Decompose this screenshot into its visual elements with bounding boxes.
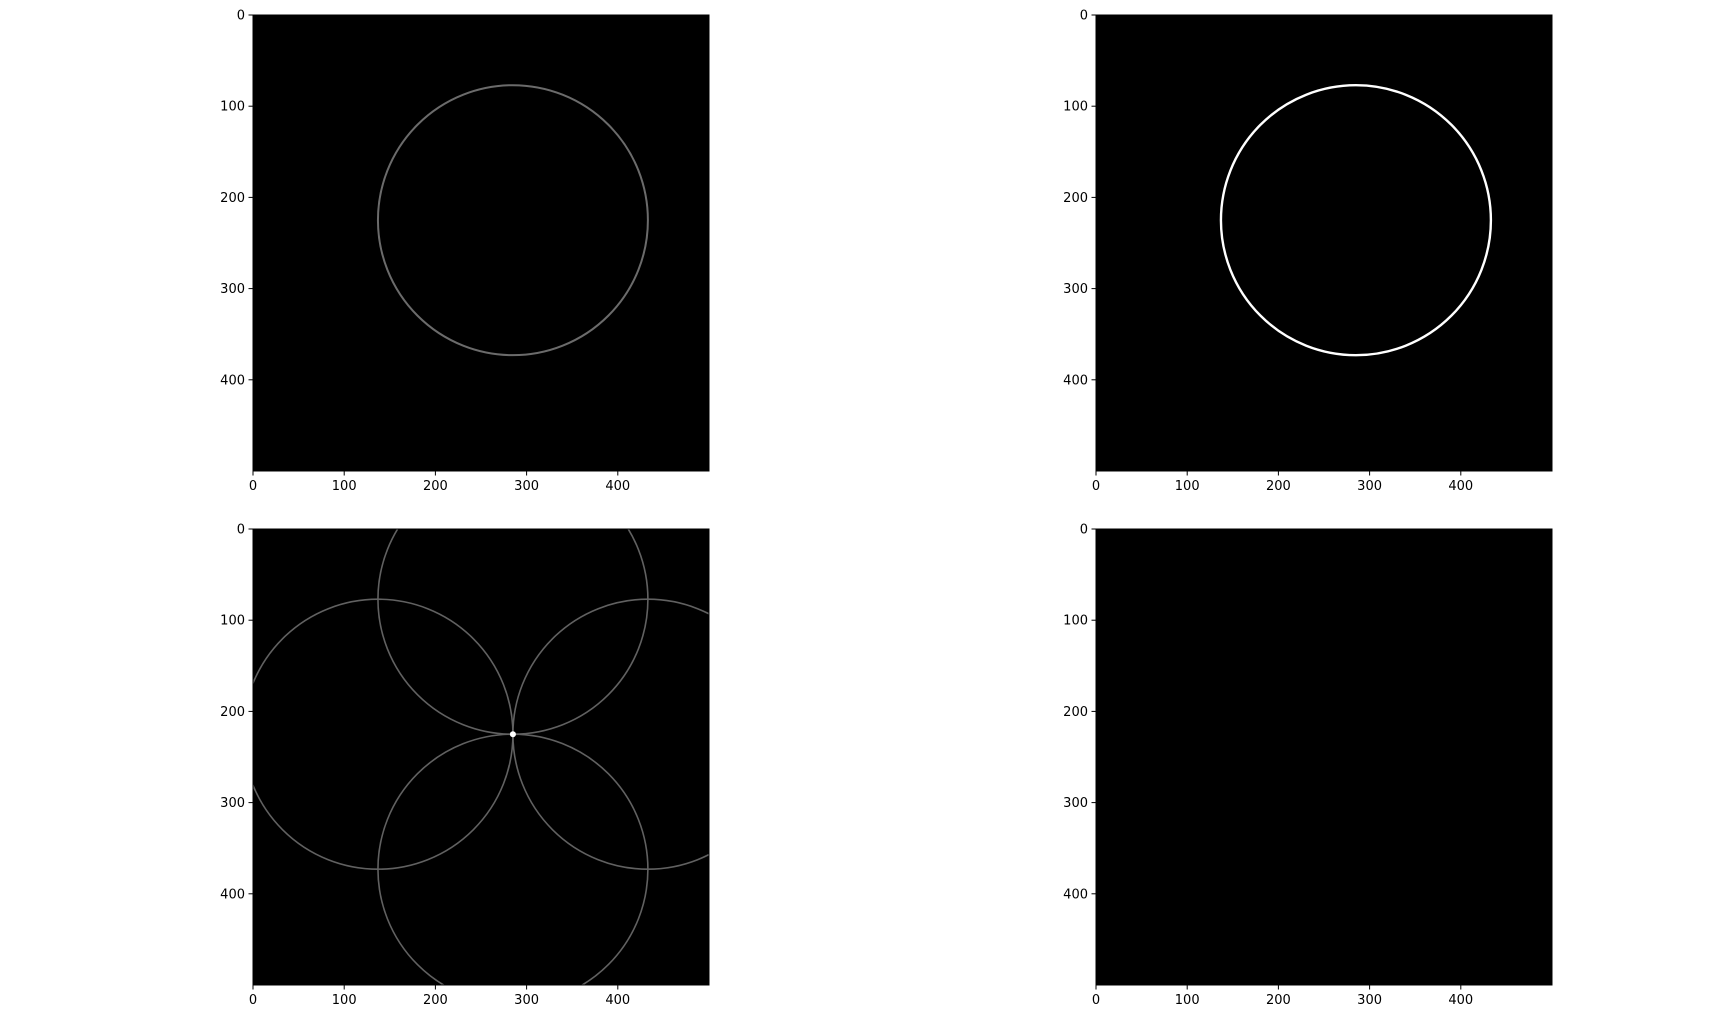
x-tick-label: 400 xyxy=(605,993,630,1008)
y-tick-label: 400 xyxy=(220,373,245,388)
y-tick-label: 200 xyxy=(1063,191,1088,206)
image-area xyxy=(253,529,709,985)
image-area xyxy=(1096,15,1552,471)
x-tick-label: 200 xyxy=(1266,479,1291,494)
x-tick-label: 0 xyxy=(1092,993,1100,1008)
x-tick-label: 100 xyxy=(332,993,357,1008)
circle-edge xyxy=(376,84,649,357)
x-tick-label: 200 xyxy=(423,993,448,1008)
x-tick-label: 0 xyxy=(249,993,257,1008)
x-tick-label: 300 xyxy=(1357,479,1382,494)
x-tick-label: 0 xyxy=(249,479,257,494)
y-tick-label: 400 xyxy=(1063,373,1088,388)
x-tick-label: 300 xyxy=(1357,993,1382,1008)
accumulator-peak xyxy=(509,731,516,738)
x-tick-label: 400 xyxy=(1448,479,1473,494)
circle-edge xyxy=(1219,84,1493,357)
panel-bottom-right: 0 100 200 300 400 0 100 200 300 400 xyxy=(1063,523,1553,1008)
axes-frame xyxy=(1095,528,1553,986)
x-tick-label: 200 xyxy=(1266,993,1291,1008)
image-content xyxy=(1219,84,1493,357)
axes-frame xyxy=(252,528,710,986)
y-tick-label: 200 xyxy=(220,705,245,720)
x-tick-label: 0 xyxy=(1092,479,1100,494)
y-tick-label: 0 xyxy=(237,9,245,24)
y-tick-label: 400 xyxy=(1063,887,1088,902)
panel-bottom-left: 0 100 200 300 400 0 100 200 300 400 xyxy=(220,523,710,1008)
y-tick-label: 300 xyxy=(1063,796,1088,811)
x-tick-label: 400 xyxy=(1448,993,1473,1008)
image-area xyxy=(1096,529,1552,985)
panel-top-left: 0 100 200 300 400 0 100 200 300 400 xyxy=(220,9,710,494)
y-tick-label: 300 xyxy=(1063,282,1088,297)
axes-frame xyxy=(1095,14,1553,472)
x-tick-label: 200 xyxy=(423,479,448,494)
y-tick-label: 0 xyxy=(237,523,245,538)
y-tick-label: 100 xyxy=(1063,614,1088,629)
image-content xyxy=(376,84,649,357)
panel-top-right: 0 100 200 300 400 0 100 200 300 400 xyxy=(1063,9,1553,494)
y-tick-label: 0 xyxy=(1080,523,1088,538)
y-tick-label: 100 xyxy=(1063,100,1088,115)
y-tick-label: 100 xyxy=(220,100,245,115)
image-area xyxy=(253,15,709,471)
y-tick-label: 0 xyxy=(1080,9,1088,24)
y-tick-label: 400 xyxy=(220,887,245,902)
y-tick-label: 100 xyxy=(220,614,245,629)
y-tick-label: 200 xyxy=(1063,705,1088,720)
y-tick-label: 300 xyxy=(220,796,245,811)
x-tick-label: 100 xyxy=(1175,993,1200,1008)
y-tick-label: 200 xyxy=(220,191,245,206)
y-tick-label: 300 xyxy=(220,282,245,297)
x-tick-label: 100 xyxy=(332,479,357,494)
image-content xyxy=(253,529,709,985)
x-tick-label: 400 xyxy=(605,479,630,494)
x-tick-label: 300 xyxy=(514,479,539,494)
axes-frame xyxy=(252,14,710,472)
x-tick-label: 100 xyxy=(1175,479,1200,494)
x-tick-label: 300 xyxy=(514,993,539,1008)
